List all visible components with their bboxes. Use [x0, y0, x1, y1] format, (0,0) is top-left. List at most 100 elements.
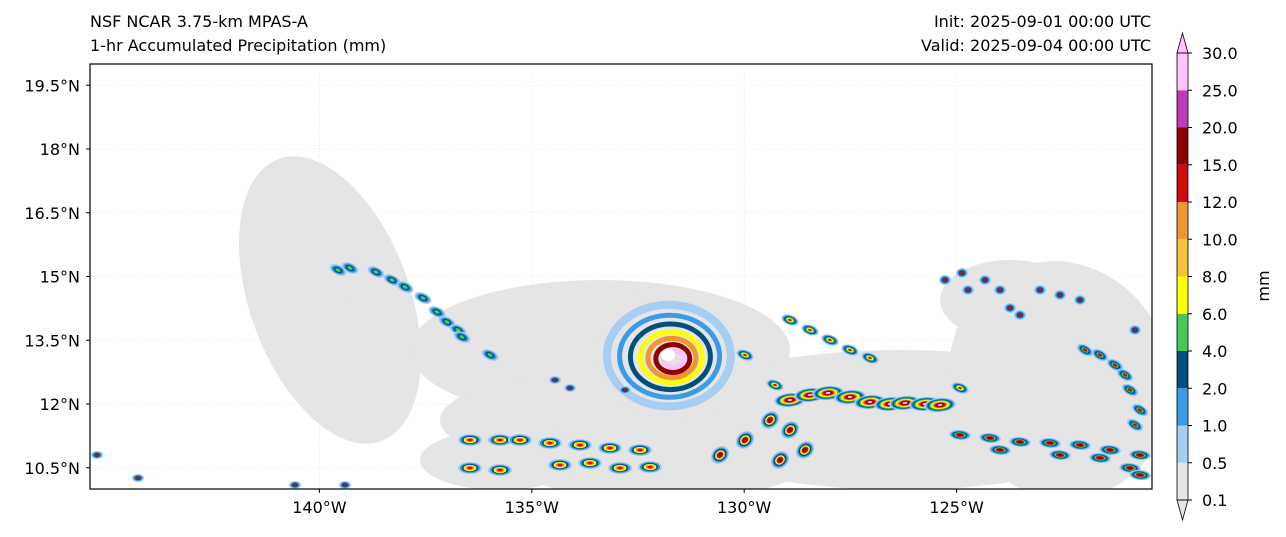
- colorbar-segment-1: [1177, 425, 1188, 463]
- precip-cell-151: [517, 438, 523, 442]
- precip-cell-88: [847, 395, 853, 399]
- lat-tick-label-5: 12°N: [40, 395, 80, 414]
- precip-cell-145: [497, 438, 503, 442]
- precip-cell-139: [467, 438, 473, 442]
- precip-cell-466: [553, 378, 557, 382]
- precip-cell-458: [343, 483, 347, 487]
- precip-cell-386: [1038, 288, 1042, 292]
- precip-cell-344: [1127, 388, 1133, 392]
- precip-cell-295: [997, 448, 1003, 452]
- hurricane-ring-2: [617, 312, 723, 400]
- colorbar-level-12: 30.0: [1202, 44, 1238, 63]
- precip-cell-265: [1017, 440, 1023, 444]
- precip-cell-229: [767, 418, 773, 422]
- precip-cell-52: [487, 353, 493, 357]
- precip-cell-235: [787, 428, 793, 432]
- lat-tick-label-4: 13.5°N: [24, 331, 80, 350]
- precip-cell-44: [455, 328, 461, 332]
- precip-cell-450: [95, 453, 99, 457]
- hurricane-ring-6: [653, 342, 693, 376]
- precip-cell-205: [497, 468, 503, 472]
- colorbar-unit: mm: [1254, 270, 1273, 301]
- precip-cell-40: [444, 320, 450, 324]
- latitude-axis: 19.5°N 18°N 16.5°N 15°N 13.5°N 12°N 10.5°N: [24, 76, 90, 478]
- colorbar-level-5: 6.0: [1202, 305, 1227, 324]
- precip-cell-211: [467, 466, 473, 470]
- lat-tick-label-2: 16.5°N: [24, 204, 80, 223]
- precip-cell-382: [1018, 313, 1022, 317]
- lat-tick-label-3: 15°N: [40, 268, 80, 287]
- colorbar-segment-3: [1177, 351, 1188, 389]
- precip-cell-416: [828, 338, 832, 342]
- precip-cell-329: [1097, 353, 1103, 357]
- precip-cell-115: [902, 401, 908, 405]
- precip-cell-374: [998, 288, 1002, 292]
- precip-cell-354: [1132, 423, 1138, 427]
- precip-cell-20: [373, 270, 379, 274]
- lon-tick-label-3: 125°W: [929, 498, 984, 517]
- precip-cell-5: [940, 260, 1080, 340]
- precip-cell-0: [238, 156, 422, 444]
- colorbar-segment-8: [1177, 164, 1188, 202]
- precip-cell-12: [335, 268, 341, 272]
- precip-cell-422: [848, 348, 852, 352]
- colorbar-max-extend: [1176, 31, 1189, 54]
- longitude-axis: 140°W 135°W 130°W 125°W: [292, 489, 984, 517]
- precip-cell-193: [617, 466, 623, 470]
- colorbar-segment-11: [1177, 53, 1188, 91]
- precip-cell-319: [1137, 473, 1143, 477]
- precip-cell-163: [577, 443, 583, 447]
- lon-tick-label-0: 140°W: [292, 498, 347, 517]
- precip-cell-187: [587, 461, 593, 465]
- field-title: 1-hr Accumulated Precipitation (mm): [90, 36, 387, 55]
- colorbar-segment-2: [1177, 388, 1188, 426]
- colorbar-level-7: 10.0: [1202, 230, 1238, 249]
- precip-cell-7: [510, 420, 810, 489]
- colorbar-segment-9: [1177, 127, 1188, 165]
- hurricane-eye: [661, 349, 675, 361]
- precip-cell-410: [808, 328, 812, 332]
- lat-tick-label-1: 18°N: [40, 140, 80, 159]
- precip-cell-398: [1133, 328, 1137, 332]
- lon-tick-label-2: 130°W: [717, 498, 772, 517]
- precip-cell-181: [557, 463, 563, 467]
- hurricane-ring-3: [627, 321, 713, 393]
- precip-cell-28: [402, 285, 408, 289]
- colorbar-level-3: 2.0: [1202, 379, 1227, 398]
- colorbar-level-10: 20.0: [1202, 119, 1238, 138]
- precip-cell-474: [623, 388, 627, 392]
- precip-cell-6: [320, 220, 380, 300]
- init-time: Init: 2025-09-01 00:00 UTC: [933, 12, 1151, 31]
- precip-cell-366: [966, 288, 970, 292]
- colorbar-level-9: 15.0: [1202, 156, 1238, 175]
- precip-cell-390: [1058, 293, 1062, 297]
- precip-cell-199: [647, 465, 653, 469]
- precip-cell-32: [420, 296, 426, 300]
- precip-cell-358: [943, 278, 947, 282]
- colorbar-level-4: 4.0: [1202, 342, 1227, 361]
- precip-cell-462: [136, 476, 140, 480]
- colorbar-level-8: 12.0: [1202, 193, 1238, 212]
- colorbar-segment-0: [1177, 462, 1188, 500]
- precip-cell-404: [788, 318, 792, 322]
- colorbar-segment-5: [1177, 276, 1188, 314]
- precip-cell-446: [958, 386, 962, 390]
- precip-cell-97: [867, 400, 873, 404]
- precip-cell-133: [937, 403, 943, 407]
- colorbar-segment-7: [1177, 202, 1188, 240]
- valid-time: Valid: 2025-09-04 00:00 UTC: [920, 36, 1151, 55]
- precip-cell-24: [389, 278, 395, 282]
- precip-cell-223: [742, 438, 748, 442]
- colorbar-segment-10: [1177, 90, 1188, 128]
- precip-cell-349: [1137, 408, 1143, 412]
- colorbar-level-2: 1.0: [1202, 417, 1227, 436]
- precip-cell-253: [957, 433, 963, 437]
- precip-cell-217: [717, 453, 723, 457]
- precip-cell-48: [459, 335, 465, 339]
- precip-cell-370: [983, 278, 987, 282]
- precip-cell-157: [547, 441, 553, 445]
- model-title: NSF NCAR 3.75-km MPAS-A: [90, 12, 308, 31]
- precip-cell-428: [868, 356, 872, 360]
- precip-cell-169: [607, 446, 613, 450]
- lat-tick-label-6: 10.5°N: [24, 459, 80, 478]
